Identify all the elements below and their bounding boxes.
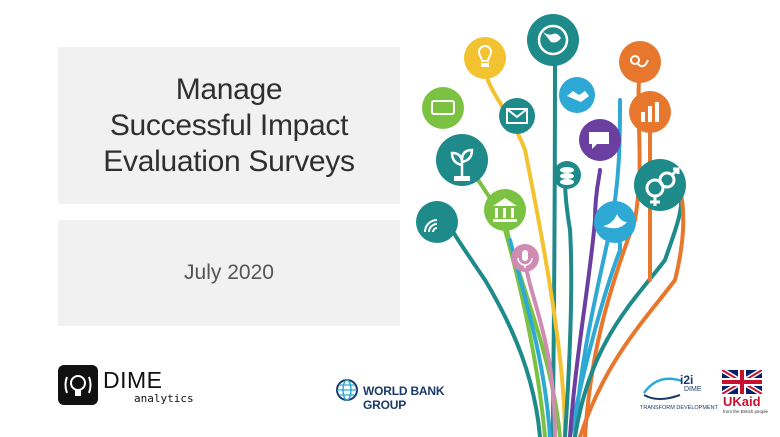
title-line-3: Evaluation Surveys — [103, 144, 355, 178]
world-bank-logo-text: WORLD BANK GROUP — [363, 384, 445, 412]
dime-lightbulb-icon — [58, 365, 98, 405]
ukaid-logo-text: UKaid — [723, 394, 761, 409]
i2i-logo-dime: DIME — [684, 386, 702, 393]
dime-logo-subtext: analytics — [134, 392, 194, 405]
title-box: Manage Successful Impact Evaluation Surv… — [58, 47, 400, 204]
wifi-icon — [416, 201, 458, 243]
i2i-swoosh-icon — [642, 377, 683, 400]
ukaid-logo: UKaid from the British people — [722, 370, 769, 418]
tree-illustration — [416, 14, 686, 437]
i2i-logo-tagline: TRANSFORM DEVELOPMENT — [640, 405, 718, 411]
union-jack-flag-icon — [722, 370, 762, 394]
dime-analytics-logo: DIME analytics — [58, 365, 194, 411]
i2i-logo-text: i2i — [680, 373, 694, 387]
phone-icon — [422, 87, 464, 129]
date-box: July 2020 — [58, 220, 400, 326]
lightbulb-icon — [464, 37, 506, 79]
location-icon — [619, 41, 661, 83]
world-bank-globe-icon — [336, 379, 358, 401]
i2i-logo: i2i DIME TRANSFORM DEVELOPMENT — [640, 371, 718, 415]
title-line-2: Successful Impact — [109, 108, 349, 142]
slide-title: Manage Successful Impact Evaluation Surv… — [103, 72, 355, 180]
world-bank-logo: WORLD BANK GROUP — [335, 378, 485, 412]
dime-logo-text: DIME — [103, 367, 163, 393]
ukaid-logo-tagline: from the British people — [723, 409, 769, 414]
title-line-1: Manage — [175, 72, 283, 106]
slide-date: July 2020 — [184, 261, 274, 284]
